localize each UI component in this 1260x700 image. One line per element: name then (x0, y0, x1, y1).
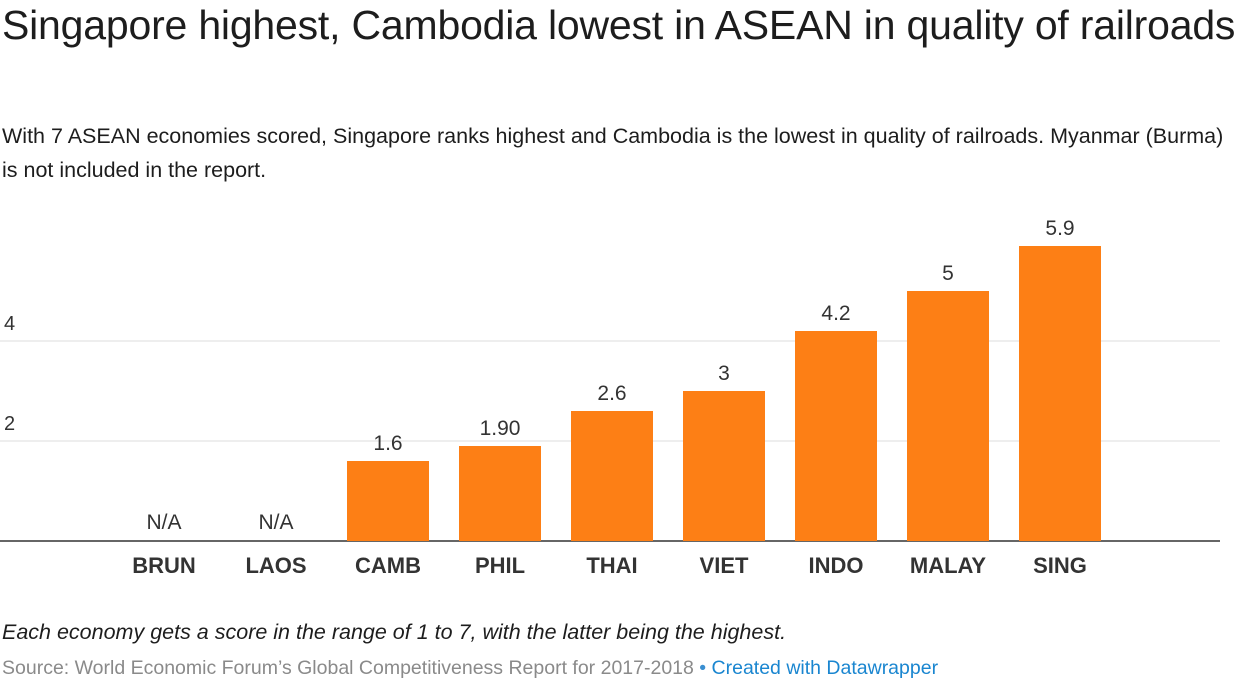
category-label: VIET (700, 553, 749, 578)
bar-viet (683, 391, 765, 541)
category-label: SING (1033, 553, 1087, 578)
value-label: 3 (718, 362, 730, 385)
category-label: MALAY (910, 553, 987, 578)
bar-phil (459, 446, 541, 541)
datawrapper-link[interactable]: Created with Datawrapper (711, 657, 939, 679)
source-separator: • (699, 657, 707, 679)
footnote: Each economy gets a score in the range o… (2, 620, 787, 644)
bar-malay (907, 291, 989, 541)
value-label: 5 (942, 262, 954, 285)
category-label: BRUN (132, 553, 196, 578)
value-label: N/A (258, 511, 293, 534)
value-label: 2.6 (597, 382, 626, 405)
value-label: 5.9 (1045, 217, 1074, 240)
value-label: 4.2 (821, 302, 850, 325)
category-label: CAMB (355, 553, 421, 578)
bar-indo (795, 331, 877, 541)
category-labels: BRUN LAOS CAMB PHIL THAI VIET INDO MALAY SING (132, 553, 1087, 578)
chart-title: Singapore highest, Cambodia lowest in AS… (2, 2, 1236, 48)
value-labels: N/A N/A 1.6 1.90 2.6 3 4.2 5 5.9 (146, 217, 1074, 534)
bars (347, 246, 1101, 541)
value-label: 1.90 (480, 417, 521, 440)
bar-chart: 2 4 N/A N/A 1.6 1.90 2.6 3 4.2 5 5.9 BRUN LAOS CAMB… (0, 217, 1220, 578)
bar-camb (347, 461, 429, 541)
bar-thai (571, 411, 653, 541)
source-text: Source: World Economic Forum’s Global Co… (2, 657, 694, 679)
category-label: LAOS (245, 553, 306, 578)
bar-sing (1019, 246, 1101, 541)
value-label: N/A (146, 511, 181, 534)
category-label: PHIL (475, 553, 525, 578)
value-label: 1.6 (373, 432, 402, 455)
y-tick-label: 4 (4, 313, 15, 335)
chart-subtitle: With 7 ASEAN economies scored, Singapore… (2, 124, 1224, 182)
source-line: Source: World Economic Forum’s Global Co… (2, 657, 938, 680)
category-label: INDO (809, 553, 864, 578)
y-tick-label: 2 (4, 413, 15, 435)
category-label: THAI (586, 553, 637, 578)
